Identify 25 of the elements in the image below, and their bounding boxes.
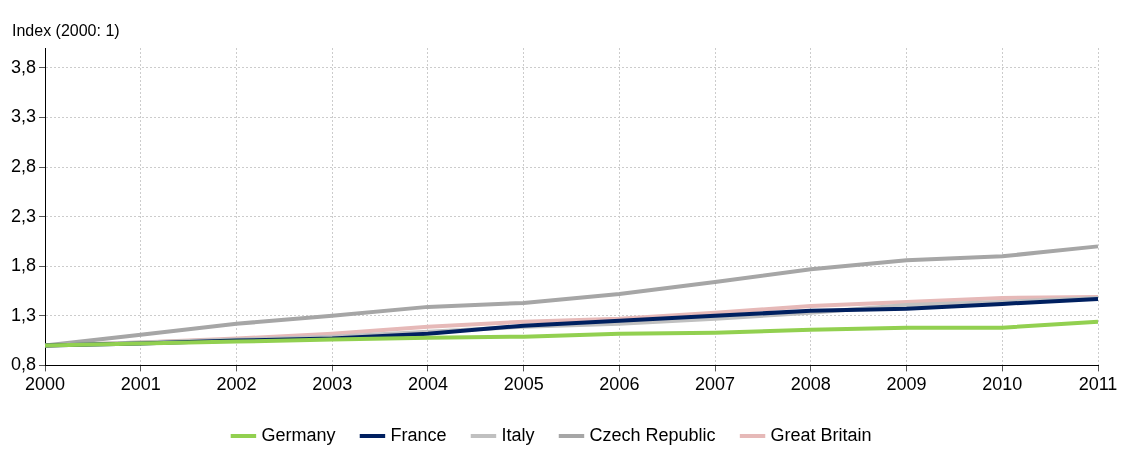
x-tick-label: 2005	[503, 374, 544, 395]
legend-label: Italy	[501, 424, 535, 445]
x-tick-label: 2008	[790, 374, 831, 395]
x-tick-label: 2009	[886, 374, 927, 395]
x-tick-label: 2003	[312, 374, 353, 395]
legend-label: Czech Republic	[589, 424, 716, 445]
x-tick-label: 2000	[25, 374, 66, 395]
y-axis-title: Index (2000: 1)	[12, 22, 120, 40]
x-tick-label: 2010	[982, 374, 1023, 395]
x-tick-label: 2011	[1078, 374, 1118, 395]
y-tick-label: 1,8	[10, 255, 37, 276]
y-tick-label: 2,3	[10, 205, 37, 226]
legend-label: Germany	[261, 424, 336, 445]
legend-label: France	[390, 424, 447, 445]
x-tick-label: 2004	[407, 374, 448, 395]
x-tick-label: 2001	[120, 374, 161, 395]
y-tick-label: 3,8	[10, 56, 37, 77]
legend-label: Great Britain	[770, 424, 872, 445]
y-tick-label: 2,8	[10, 155, 37, 176]
y-tick-label: 1,3	[10, 304, 37, 325]
y-tick-label: 0,8	[10, 354, 37, 375]
x-tick-label: 2002	[216, 374, 257, 395]
x-tick-label: 2006	[599, 374, 640, 395]
x-tick-label: 2007	[695, 374, 736, 395]
y-tick-label: 3,3	[10, 106, 37, 127]
